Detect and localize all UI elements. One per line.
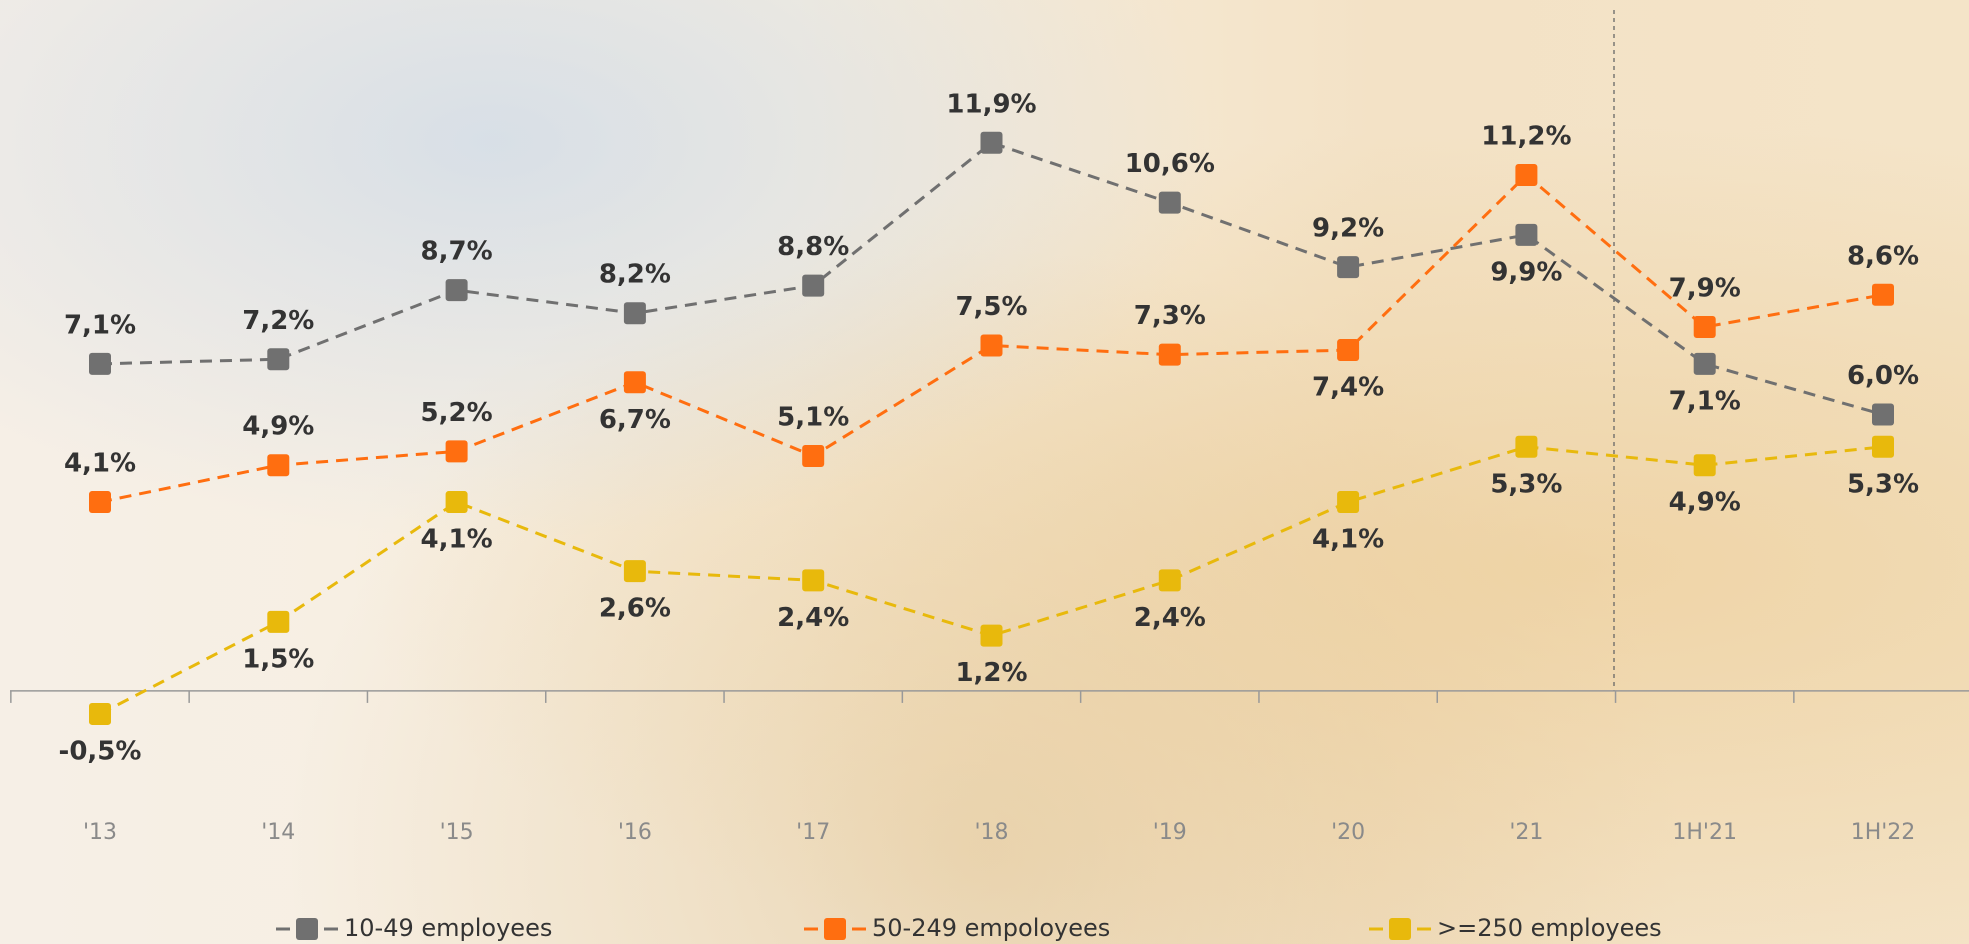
value-label: 10,6%	[1125, 149, 1215, 179]
point-marker	[1337, 256, 1360, 279]
point-marker	[267, 348, 290, 371]
value-label: 5,3%	[1847, 469, 1919, 499]
value-label: 8,7%	[421, 237, 493, 267]
x-tick-label: '18	[974, 820, 1008, 845]
value-label: 2,4%	[1134, 603, 1206, 633]
point-marker	[802, 274, 825, 297]
value-label: 4,1%	[64, 449, 136, 479]
point-marker	[1693, 316, 1716, 339]
point-marker	[802, 445, 825, 467]
point-marker	[1872, 283, 1894, 306]
value-label: 4,9%	[1669, 488, 1741, 518]
point-marker	[1158, 343, 1181, 366]
value-label: 4,9%	[242, 412, 314, 442]
x-tick-label: '14	[261, 820, 295, 845]
value-label: 8,8%	[777, 232, 849, 262]
point-marker	[1337, 491, 1360, 514]
point-marker	[980, 131, 1003, 154]
point-marker	[1693, 454, 1716, 477]
value-label: 8,6%	[1847, 241, 1919, 271]
value-label: 5,2%	[421, 398, 493, 428]
point-marker	[623, 302, 646, 325]
legend-label: 10-49 employees	[344, 914, 552, 942]
point-marker	[1337, 339, 1360, 362]
x-tick-label: 1H'21	[1672, 820, 1737, 845]
value-label: 11,2%	[1481, 122, 1571, 152]
value-label: 2,4%	[777, 603, 849, 633]
point-marker	[267, 454, 290, 477]
value-label: 5,1%	[777, 403, 849, 433]
series-line	[99, 141, 1884, 416]
series-line	[99, 172, 1884, 504]
point-marker	[623, 560, 646, 583]
point-marker	[1158, 191, 1181, 214]
legend-label: 50-249 empoloyees	[872, 914, 1110, 942]
legend-marker	[824, 918, 846, 940]
point-marker	[1158, 569, 1181, 592]
value-label: 8,2%	[599, 260, 671, 290]
value-label: 5,3%	[1490, 469, 1562, 499]
value-label: 9,2%	[1312, 214, 1384, 244]
value-label: 9,9%	[1490, 257, 1562, 287]
point-marker	[1515, 164, 1538, 187]
point-marker	[1693, 352, 1716, 375]
x-tick-label: '20	[1331, 820, 1365, 845]
point-marker	[267, 610, 290, 633]
value-label: 7,4%	[1312, 373, 1384, 403]
point-marker	[89, 491, 111, 514]
value-label: -0,5%	[59, 736, 142, 766]
point-marker	[1872, 435, 1894, 458]
x-tick-label: '16	[618, 820, 652, 845]
point-marker	[89, 702, 111, 725]
x-tick-label: '21	[1509, 820, 1543, 845]
point-marker	[445, 440, 468, 463]
legend-marker	[296, 918, 318, 940]
point-marker	[980, 334, 1003, 357]
value-label: 11,9%	[946, 89, 1036, 119]
point-marker	[1515, 435, 1538, 458]
value-label: 4,1%	[1312, 525, 1384, 555]
x-tick-label: '13	[83, 820, 117, 845]
point-marker	[980, 624, 1003, 647]
value-label: 7,2%	[242, 306, 314, 336]
x-tick-label: '15	[440, 820, 474, 845]
value-label: 6,0%	[1847, 361, 1919, 391]
legend-marker	[1389, 918, 1411, 940]
value-label: 7,9%	[1669, 274, 1741, 304]
x-tick-label: '17	[796, 820, 830, 845]
value-label: 4,1%	[421, 525, 493, 555]
point-marker	[623, 371, 646, 394]
point-marker	[1515, 223, 1538, 246]
value-label: 7,3%	[1134, 301, 1206, 331]
value-label: 7,1%	[64, 310, 136, 340]
value-label: 2,6%	[599, 594, 671, 624]
value-label: 1,5%	[242, 644, 314, 674]
point-marker	[445, 279, 468, 302]
legend-label: >=250 employees	[1437, 914, 1662, 942]
point-marker	[89, 352, 111, 375]
value-label: 7,1%	[1669, 386, 1741, 416]
x-tick-label: '19	[1153, 820, 1187, 845]
value-label: 7,5%	[955, 292, 1027, 322]
value-label: 6,7%	[599, 405, 671, 435]
point-marker	[1872, 403, 1894, 426]
point-marker	[802, 569, 825, 592]
point-marker	[445, 491, 468, 514]
x-tick-label: 1H'22	[1851, 820, 1916, 845]
value-label: 1,2%	[955, 658, 1027, 688]
